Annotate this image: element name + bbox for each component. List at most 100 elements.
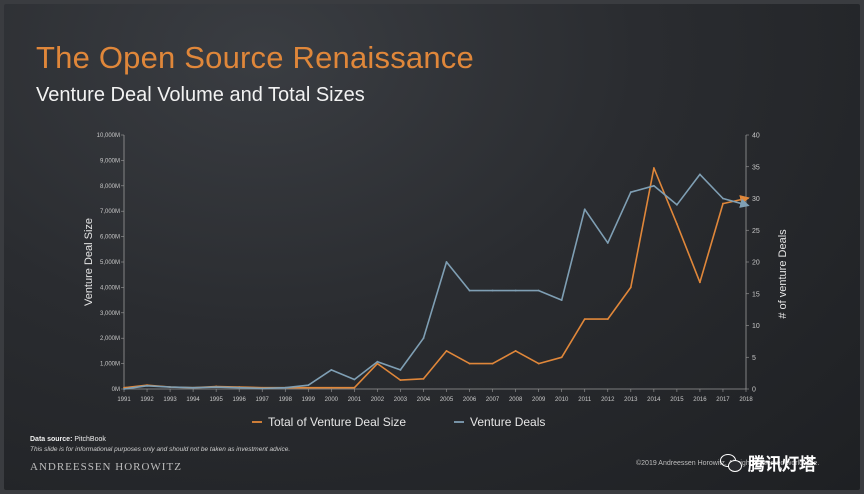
- series-point: [629, 191, 632, 194]
- left-tick-label: 4,000M: [100, 285, 120, 291]
- left-tick-label: 8,000M: [100, 184, 120, 190]
- series-point: [491, 362, 494, 365]
- left-tick-label: 0M: [112, 387, 120, 393]
- series-point: [514, 289, 517, 292]
- series-line-deal-count: [123, 173, 750, 390]
- data-source-label: Data source:: [30, 436, 73, 443]
- right-tick-label: 0: [752, 387, 756, 394]
- left-tick-label: 7,000M: [100, 209, 120, 215]
- watermark-text: 腾讯灯塔: [748, 455, 816, 474]
- chart-legend: Total of Venture Deal Size Venture Deals: [252, 415, 545, 429]
- x-tick-label: 2003: [394, 397, 408, 403]
- data-source: Data source: PitchBook: [30, 436, 106, 443]
- left-axis-ticks: 0M 1,000M 2,000M 3,000M 4,000M 5,000M 6,000M 7,…: [97, 133, 124, 393]
- series-point: [652, 184, 655, 187]
- x-tick-label: 2004: [417, 397, 431, 403]
- left-tick-label: 9,000M: [100, 158, 120, 164]
- series-point: [353, 386, 356, 389]
- x-tick-label: 2001: [348, 397, 362, 403]
- x-tick-label: 2010: [555, 397, 569, 403]
- x-tick-label: 2007: [486, 397, 500, 403]
- right-tick-label: 5: [752, 355, 756, 362]
- series-point: [675, 203, 678, 206]
- x-tick-label: 1998: [279, 397, 293, 403]
- right-tick-label: 40: [752, 133, 760, 140]
- x-tick-label: 2018: [739, 397, 753, 403]
- series-point: [123, 388, 125, 390]
- series-point: [560, 299, 563, 301]
- series-point: [445, 261, 448, 263]
- series-point: [583, 318, 586, 321]
- x-tick-label: 2005: [440, 397, 454, 403]
- right-tick-label: 20: [752, 260, 760, 267]
- right-tick-label: 10: [752, 323, 760, 330]
- right-axis-label: # of venture Deals: [777, 229, 789, 319]
- series-point: [583, 208, 586, 211]
- x-tick-label: 2008: [509, 397, 523, 403]
- series-point: [215, 386, 218, 388]
- chart-series: [123, 167, 750, 390]
- series-point: [537, 362, 540, 365]
- disclaimer: This slide is for informational purposes…: [30, 446, 291, 453]
- slide: The Open Source Renaissance Venture Deal…: [4, 4, 860, 490]
- x-tick-label: 1995: [209, 397, 223, 403]
- x-tick-label: 2016: [693, 397, 707, 403]
- x-tick-label: 1999: [302, 397, 316, 403]
- watermark: 腾讯灯塔: [720, 450, 816, 475]
- legend-label: Total of Venture Deal Size: [268, 415, 406, 429]
- series-point: [353, 378, 356, 381]
- series-point: [606, 242, 609, 244]
- series-point: [722, 197, 724, 200]
- left-tick-label: 2,000M: [100, 336, 120, 342]
- series-point: [376, 362, 379, 365]
- series-point: [192, 386, 195, 389]
- series-line-deal-size: [123, 167, 750, 389]
- series-point: [422, 377, 425, 380]
- data-source-value: PitchBook: [74, 436, 106, 443]
- series-point: [399, 379, 402, 382]
- series-point: [169, 386, 171, 388]
- left-axis-label: Venture Deal Size: [83, 218, 95, 306]
- x-tick-label: 2017: [716, 397, 730, 403]
- series-point: [307, 384, 310, 387]
- series-point: [745, 203, 747, 206]
- right-tick-label: 35: [752, 164, 760, 171]
- series-point: [445, 350, 448, 352]
- right-tick-label: 25: [752, 228, 760, 235]
- x-axis-ticks: 1991 1992 1993 1994 1995 1996 1997 1998 1999 2000…: [117, 389, 753, 403]
- x-tick-label: 2009: [532, 397, 546, 403]
- series-point: [468, 362, 471, 365]
- slide-subtitle: Venture Deal Volume and Total Sizes: [36, 84, 365, 106]
- series-point: [307, 386, 310, 389]
- series-point: [699, 173, 701, 176]
- series-point: [699, 281, 701, 284]
- series-point: [468, 289, 471, 292]
- x-tick-label: 2000: [325, 397, 339, 403]
- series-point: [376, 360, 379, 363]
- x-tick-label: 2011: [578, 397, 592, 403]
- x-tick-label: 2014: [647, 397, 661, 403]
- wechat-icon: [720, 453, 742, 472]
- series-point: [261, 387, 264, 390]
- series-point: [146, 384, 148, 387]
- x-tick-label: 1991: [117, 397, 131, 403]
- series-point: [399, 369, 402, 371]
- series-point: [675, 223, 678, 225]
- x-tick-label: 2002: [371, 397, 385, 403]
- right-tick-label: 30: [752, 196, 760, 203]
- chart: 0M 1,000M 2,000M 3,000M 4,000M 5,000M 6,000M 7,…: [83, 133, 789, 430]
- brand-logo: ANDREESSEN HOROWITZ: [30, 461, 182, 473]
- series-point: [238, 386, 241, 389]
- left-tick-label: 5,000M: [100, 260, 120, 266]
- x-tick-label: 1992: [140, 397, 154, 403]
- x-tick-label: 2006: [463, 397, 477, 403]
- x-tick-label: 1994: [186, 397, 200, 403]
- series-point: [722, 202, 724, 205]
- series-point: [330, 386, 333, 389]
- x-tick-label: 1997: [256, 397, 270, 403]
- x-tick-label: 1996: [233, 397, 247, 403]
- series-point: [652, 167, 655, 169]
- left-tick-label: 3,000M: [100, 311, 120, 317]
- series-point: [629, 286, 632, 289]
- series-point: [514, 350, 517, 352]
